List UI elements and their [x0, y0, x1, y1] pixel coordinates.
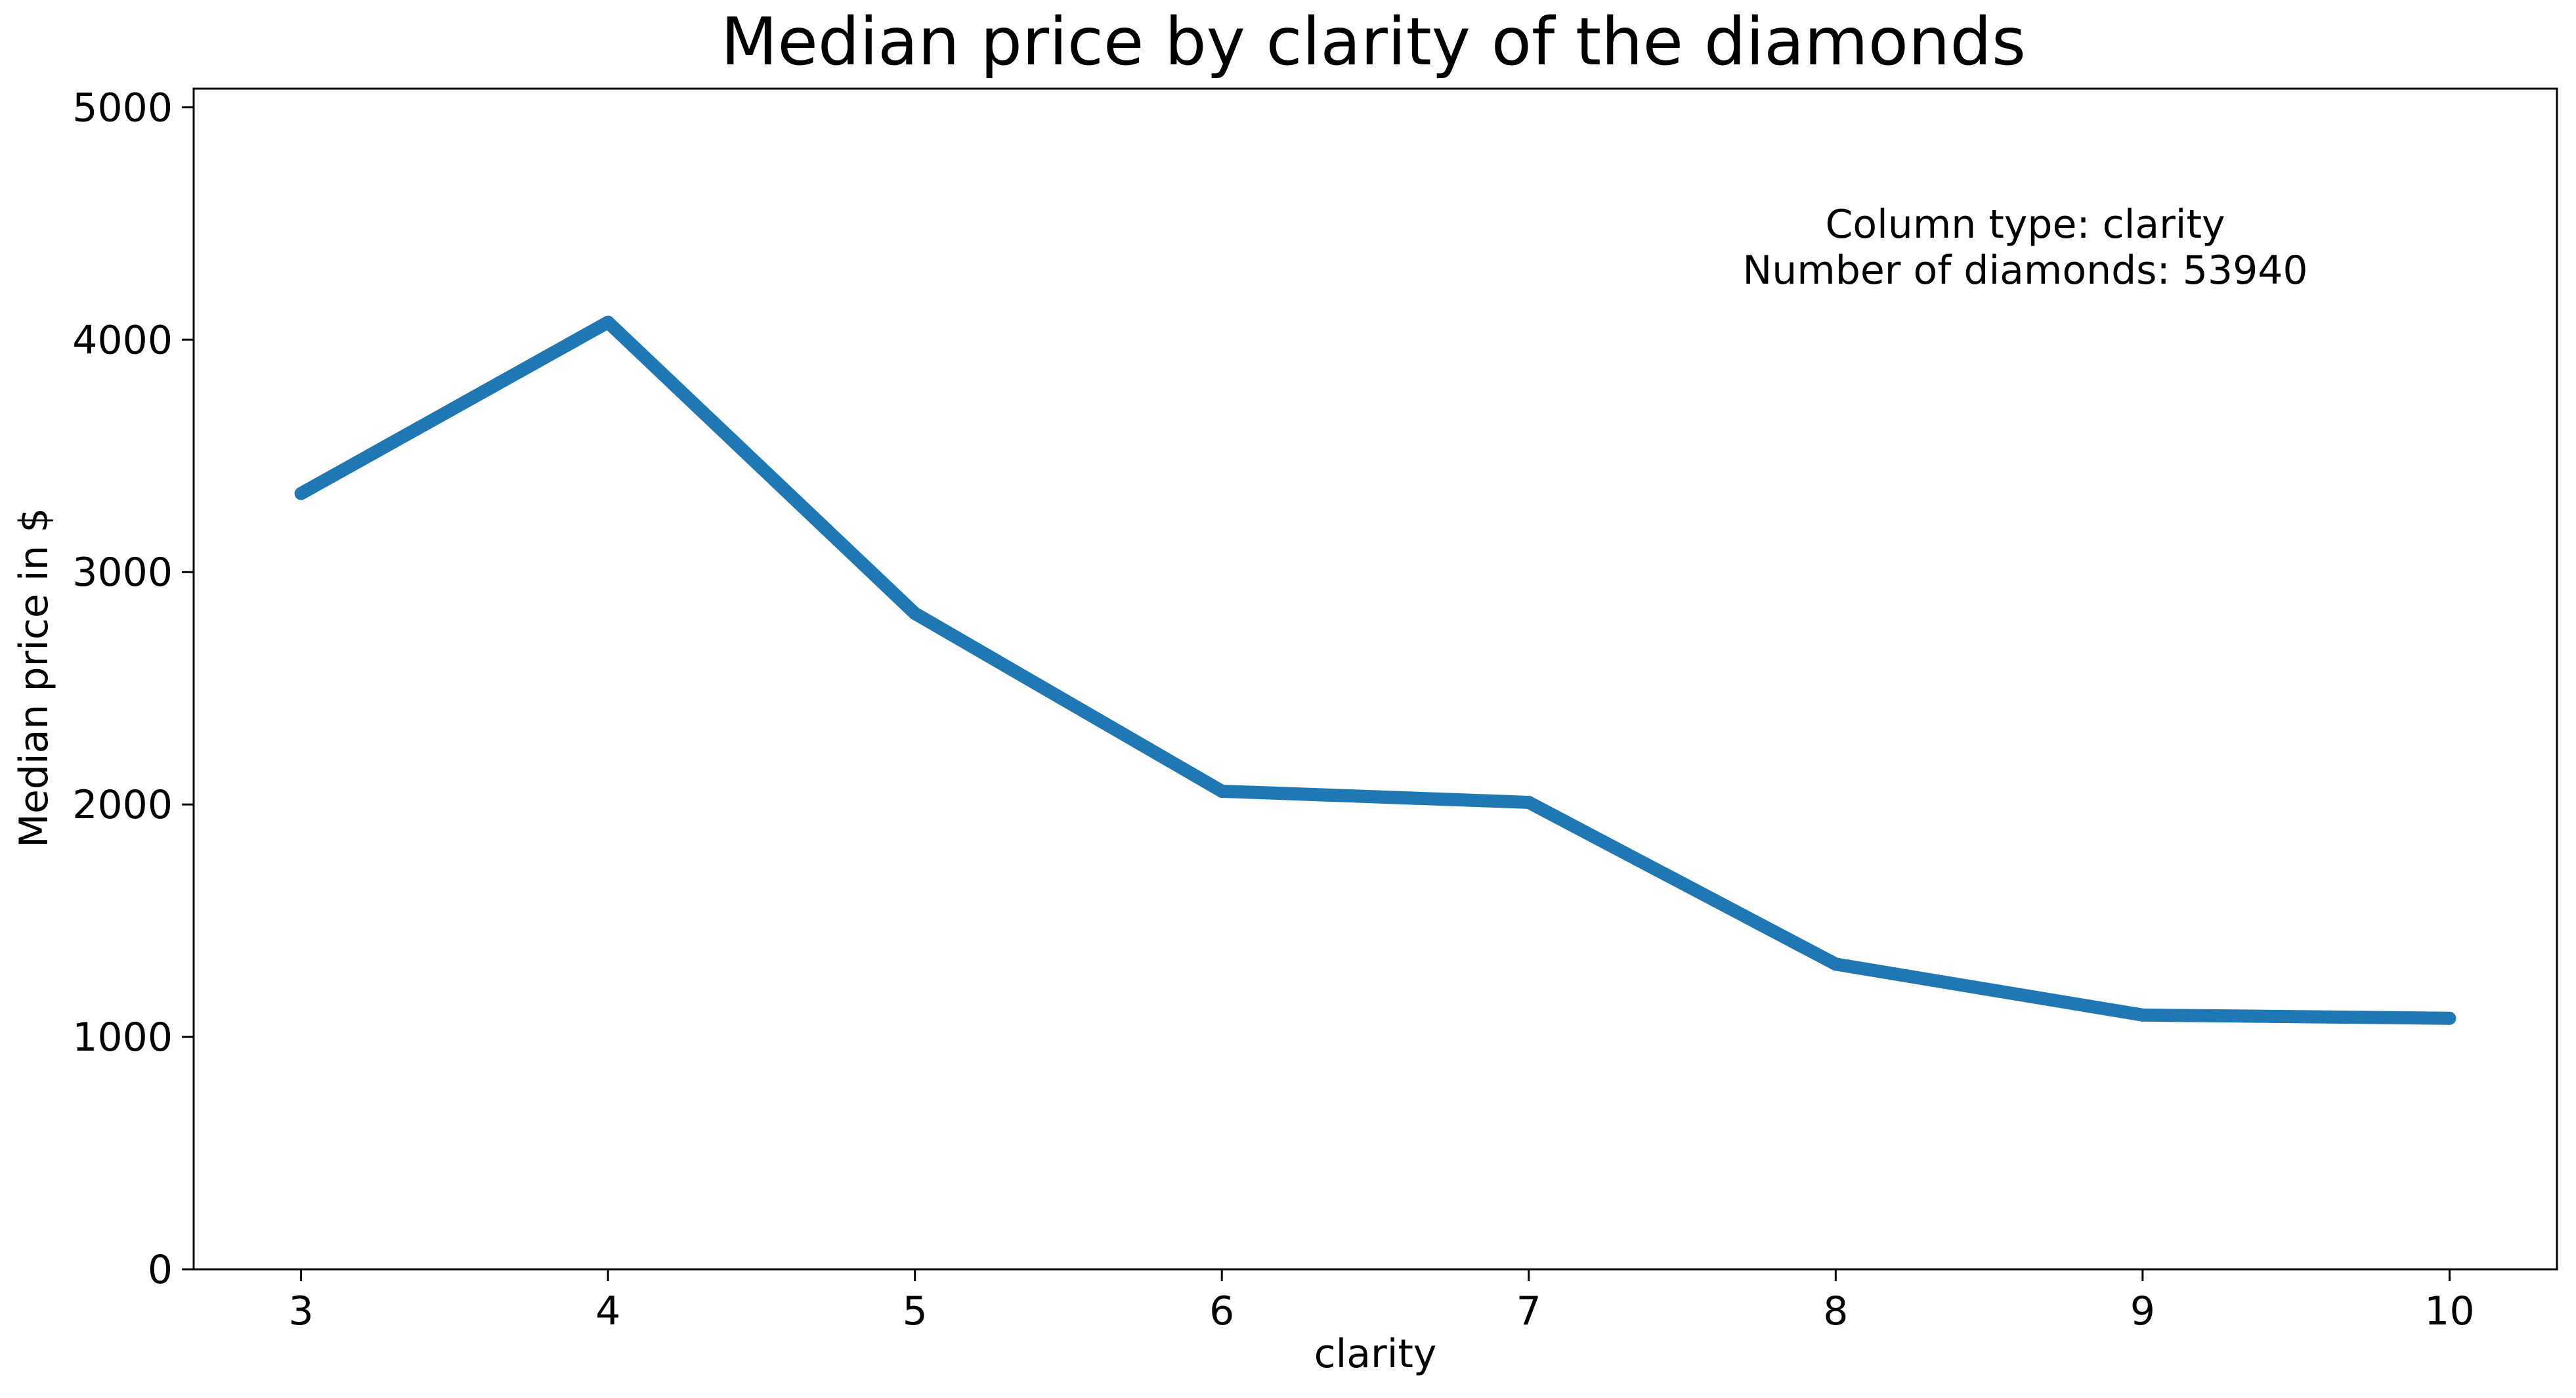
y-axis: 0 1000 2000 3000 4000 5000	[72, 85, 194, 1293]
y-tick-label: 4000	[72, 317, 173, 363]
y-tick-label: 0	[148, 1247, 173, 1293]
annotation-line-1: Column type: clarity	[1826, 202, 2225, 248]
y-tick-label: 1000	[72, 1015, 173, 1060]
x-axis: 3 4 5 6 7 8 9 10	[289, 1269, 2475, 1334]
data-point	[1215, 784, 1229, 798]
y-axis-label: Median price in $	[11, 508, 57, 848]
series-line	[297, 315, 2450, 1025]
x-tick-label: 9	[2130, 1288, 2155, 1334]
annotation-box: Column type: clarity Number of diamonds:…	[1742, 202, 2308, 294]
x-tick-label: 10	[2424, 1288, 2474, 1334]
data-point	[2443, 1011, 2457, 1025]
y-tick-label: 3000	[72, 550, 173, 596]
plot-area	[192, 87, 2558, 1271]
data-point	[1522, 795, 1535, 809]
x-tick-label: 6	[1209, 1288, 1234, 1334]
data-point	[2136, 1008, 2149, 1022]
x-tick-label: 8	[1823, 1288, 1848, 1334]
y-tick-label: 2000	[72, 782, 173, 828]
chart-title: Median price by clarity of the diamonds	[721, 3, 2026, 80]
data-point	[908, 607, 922, 621]
annotation-line-2: Number of diamonds: 53940	[1742, 248, 2308, 294]
x-tick-label: 7	[1516, 1288, 1541, 1334]
data-point	[294, 487, 308, 500]
y-tick-label: 5000	[72, 85, 173, 131]
x-tick-label: 5	[903, 1288, 928, 1334]
x-tick-label: 3	[289, 1288, 314, 1334]
data-point	[1829, 957, 1843, 971]
x-tick-label: 4	[595, 1288, 620, 1334]
data-point	[601, 315, 615, 329]
series-layer	[294, 315, 2457, 1025]
x-axis-label: clarity	[1314, 1331, 1437, 1377]
